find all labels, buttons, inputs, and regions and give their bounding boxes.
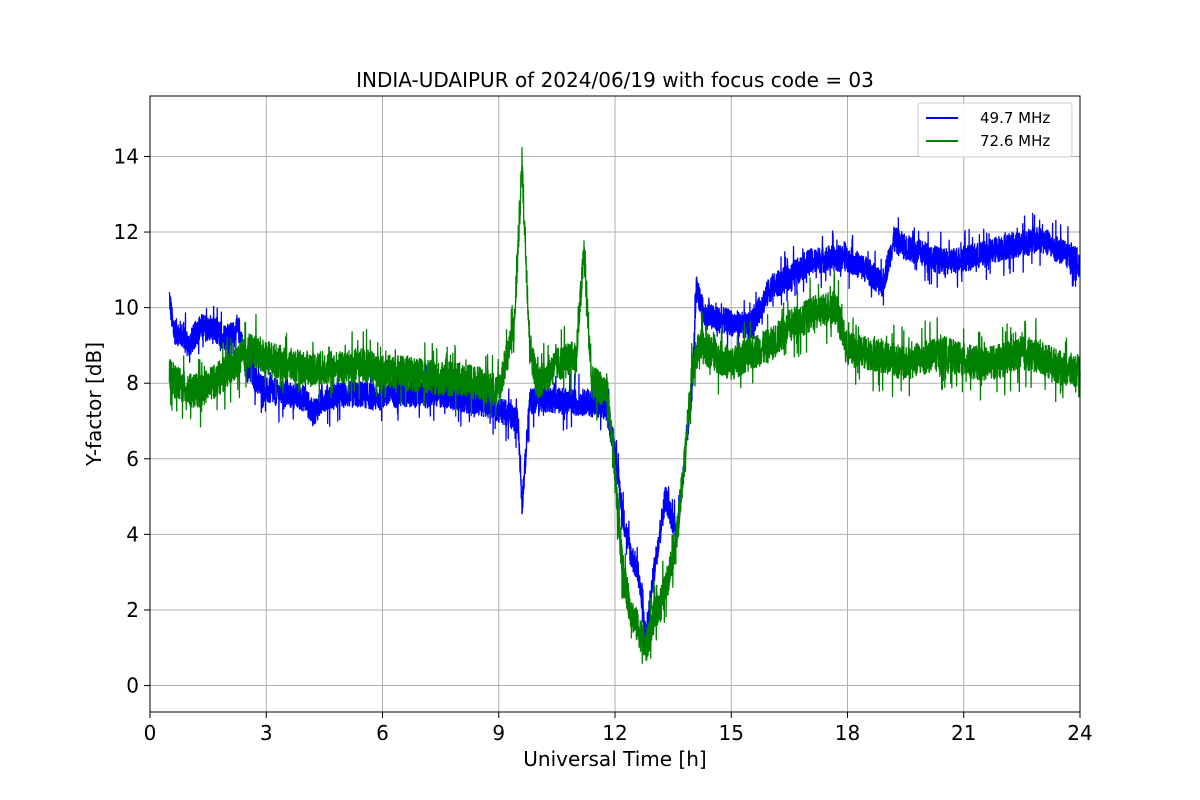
series-49-7-mhz-line	[168, 212, 1081, 648]
series-layer	[168, 146, 1081, 665]
x-tick-label: 0	[144, 721, 157, 745]
x-axis-label: Universal Time [h]	[523, 747, 706, 771]
y-tick-label: 10	[114, 296, 139, 320]
chart-title: INDIA-UDAIPUR of 2024/06/19 with focus c…	[356, 68, 874, 92]
x-tick-label: 21	[951, 721, 976, 745]
x-axis-ticks: 0 3 6 9 12 15 18 21 24	[144, 712, 1093, 745]
y-tick-label: 12	[114, 220, 139, 244]
y-axis-ticks: 0 2 4 6 8 10 12 14	[114, 144, 150, 698]
series-72-6-mhz-line	[168, 146, 1081, 665]
legend-label-49-7-mhz: 49.7 MHz	[980, 109, 1050, 127]
x-tick-label: 3	[260, 721, 273, 745]
legend: 49.7 MHz 72.6 MHz	[917, 102, 1073, 158]
y-tick-label: 8	[126, 371, 139, 395]
y-axis-label: Y-factor [dB]	[82, 342, 106, 467]
y-tick-label: 0	[126, 674, 139, 698]
y-tick-label: 2	[126, 598, 139, 622]
x-tick-label: 18	[835, 721, 860, 745]
x-tick-label: 6	[376, 721, 389, 745]
y-tick-label: 6	[126, 447, 139, 471]
legend-box	[917, 102, 1073, 158]
x-tick-label: 12	[602, 721, 627, 745]
x-tick-label: 9	[492, 721, 505, 745]
x-tick-label: 15	[719, 721, 744, 745]
y-tick-label: 4	[126, 522, 139, 546]
y-tick-label: 14	[114, 144, 139, 168]
x-tick-label: 24	[1067, 721, 1092, 745]
legend-label-72-6-mhz: 72.6 MHz	[980, 132, 1050, 150]
